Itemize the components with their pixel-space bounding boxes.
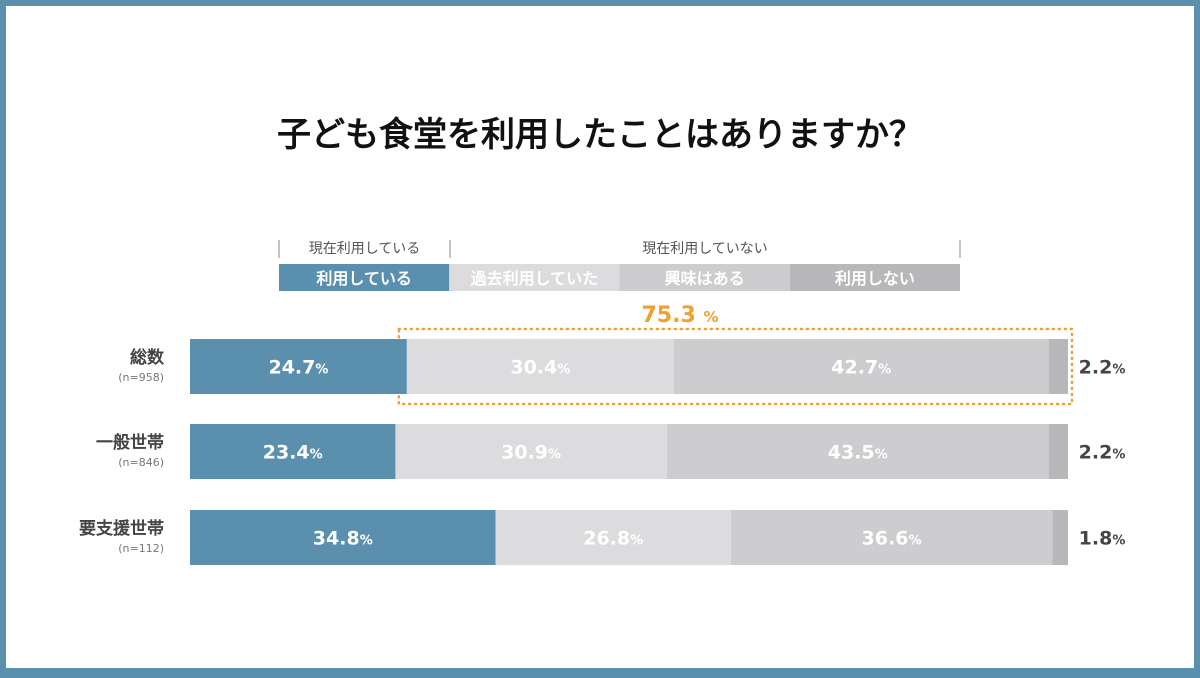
bar-segment (1048, 424, 1068, 479)
data-label: 43.5% (828, 442, 888, 464)
row-sample-size: (n=958) (118, 371, 164, 384)
data-label: 34.8% (313, 528, 373, 550)
legend-label: 利用している (316, 269, 412, 288)
legend-swatch (789, 264, 960, 291)
bar-segment (673, 339, 1049, 394)
chart-svg: 子ども食堂を利用したことはありますか？ 現在利用している 現在利用していない 利用… (79, 115, 1125, 565)
row-sample-size: (n=112) (118, 542, 164, 555)
data-label: 30.4% (510, 357, 570, 379)
legend-label: 利用しない (835, 269, 915, 288)
legend-swatch (619, 264, 790, 291)
bar-rows: 総数 (n=958) 24.7% 30.4% 42.7% 2.2% 一般世帯 (n=846) 2… (79, 339, 1125, 565)
group-label: 現在利用していない (642, 241, 768, 257)
data-label: 36.6% (862, 528, 922, 550)
data-label: 2.2% (1079, 357, 1126, 379)
group-label: 現在利用している (309, 241, 421, 257)
bar-segment (730, 510, 1053, 565)
legend-swatch (449, 264, 620, 291)
bar-segment (1048, 339, 1068, 394)
data-label: 30.9% (501, 442, 561, 464)
bar-segment (395, 424, 667, 479)
bar-segment (190, 424, 396, 479)
data-label: 1.8% (1079, 528, 1126, 550)
bar-segment (1052, 510, 1068, 565)
legend-label: 興味はある (665, 269, 745, 288)
bar-segment (666, 424, 1049, 479)
data-label: 24.7% (268, 357, 328, 379)
chart-title: 子ども食堂を利用したことはありますか？ (277, 115, 923, 155)
bar-segment (495, 510, 731, 565)
chart-card: 子ども食堂を利用したことはありますか？ 現在利用している 現在利用していない 利用… (6, 6, 1194, 668)
legend: 利用している 過去利用していた 興味はある 利用しない (279, 264, 960, 291)
row-label: 要支援世帯 (79, 518, 164, 539)
bar-segment (190, 339, 407, 394)
data-label: 26.8% (583, 528, 643, 550)
legend-swatch (279, 264, 450, 291)
group-header: 現在利用している 現在利用していない (278, 240, 961, 258)
bar-segment (406, 339, 674, 394)
row-label: 一般世帯 (96, 432, 164, 453)
data-label: 23.4% (263, 442, 323, 464)
data-label: 42.7% (831, 357, 891, 379)
row-sample-size: (n=846) (118, 456, 164, 469)
data-label: 2.2% (1079, 442, 1126, 464)
row-label: 総数 (130, 347, 165, 368)
legend-label: 過去利用していた (470, 269, 599, 288)
highlight-total: 75.3 % (642, 303, 719, 328)
bar-segment (190, 510, 496, 565)
